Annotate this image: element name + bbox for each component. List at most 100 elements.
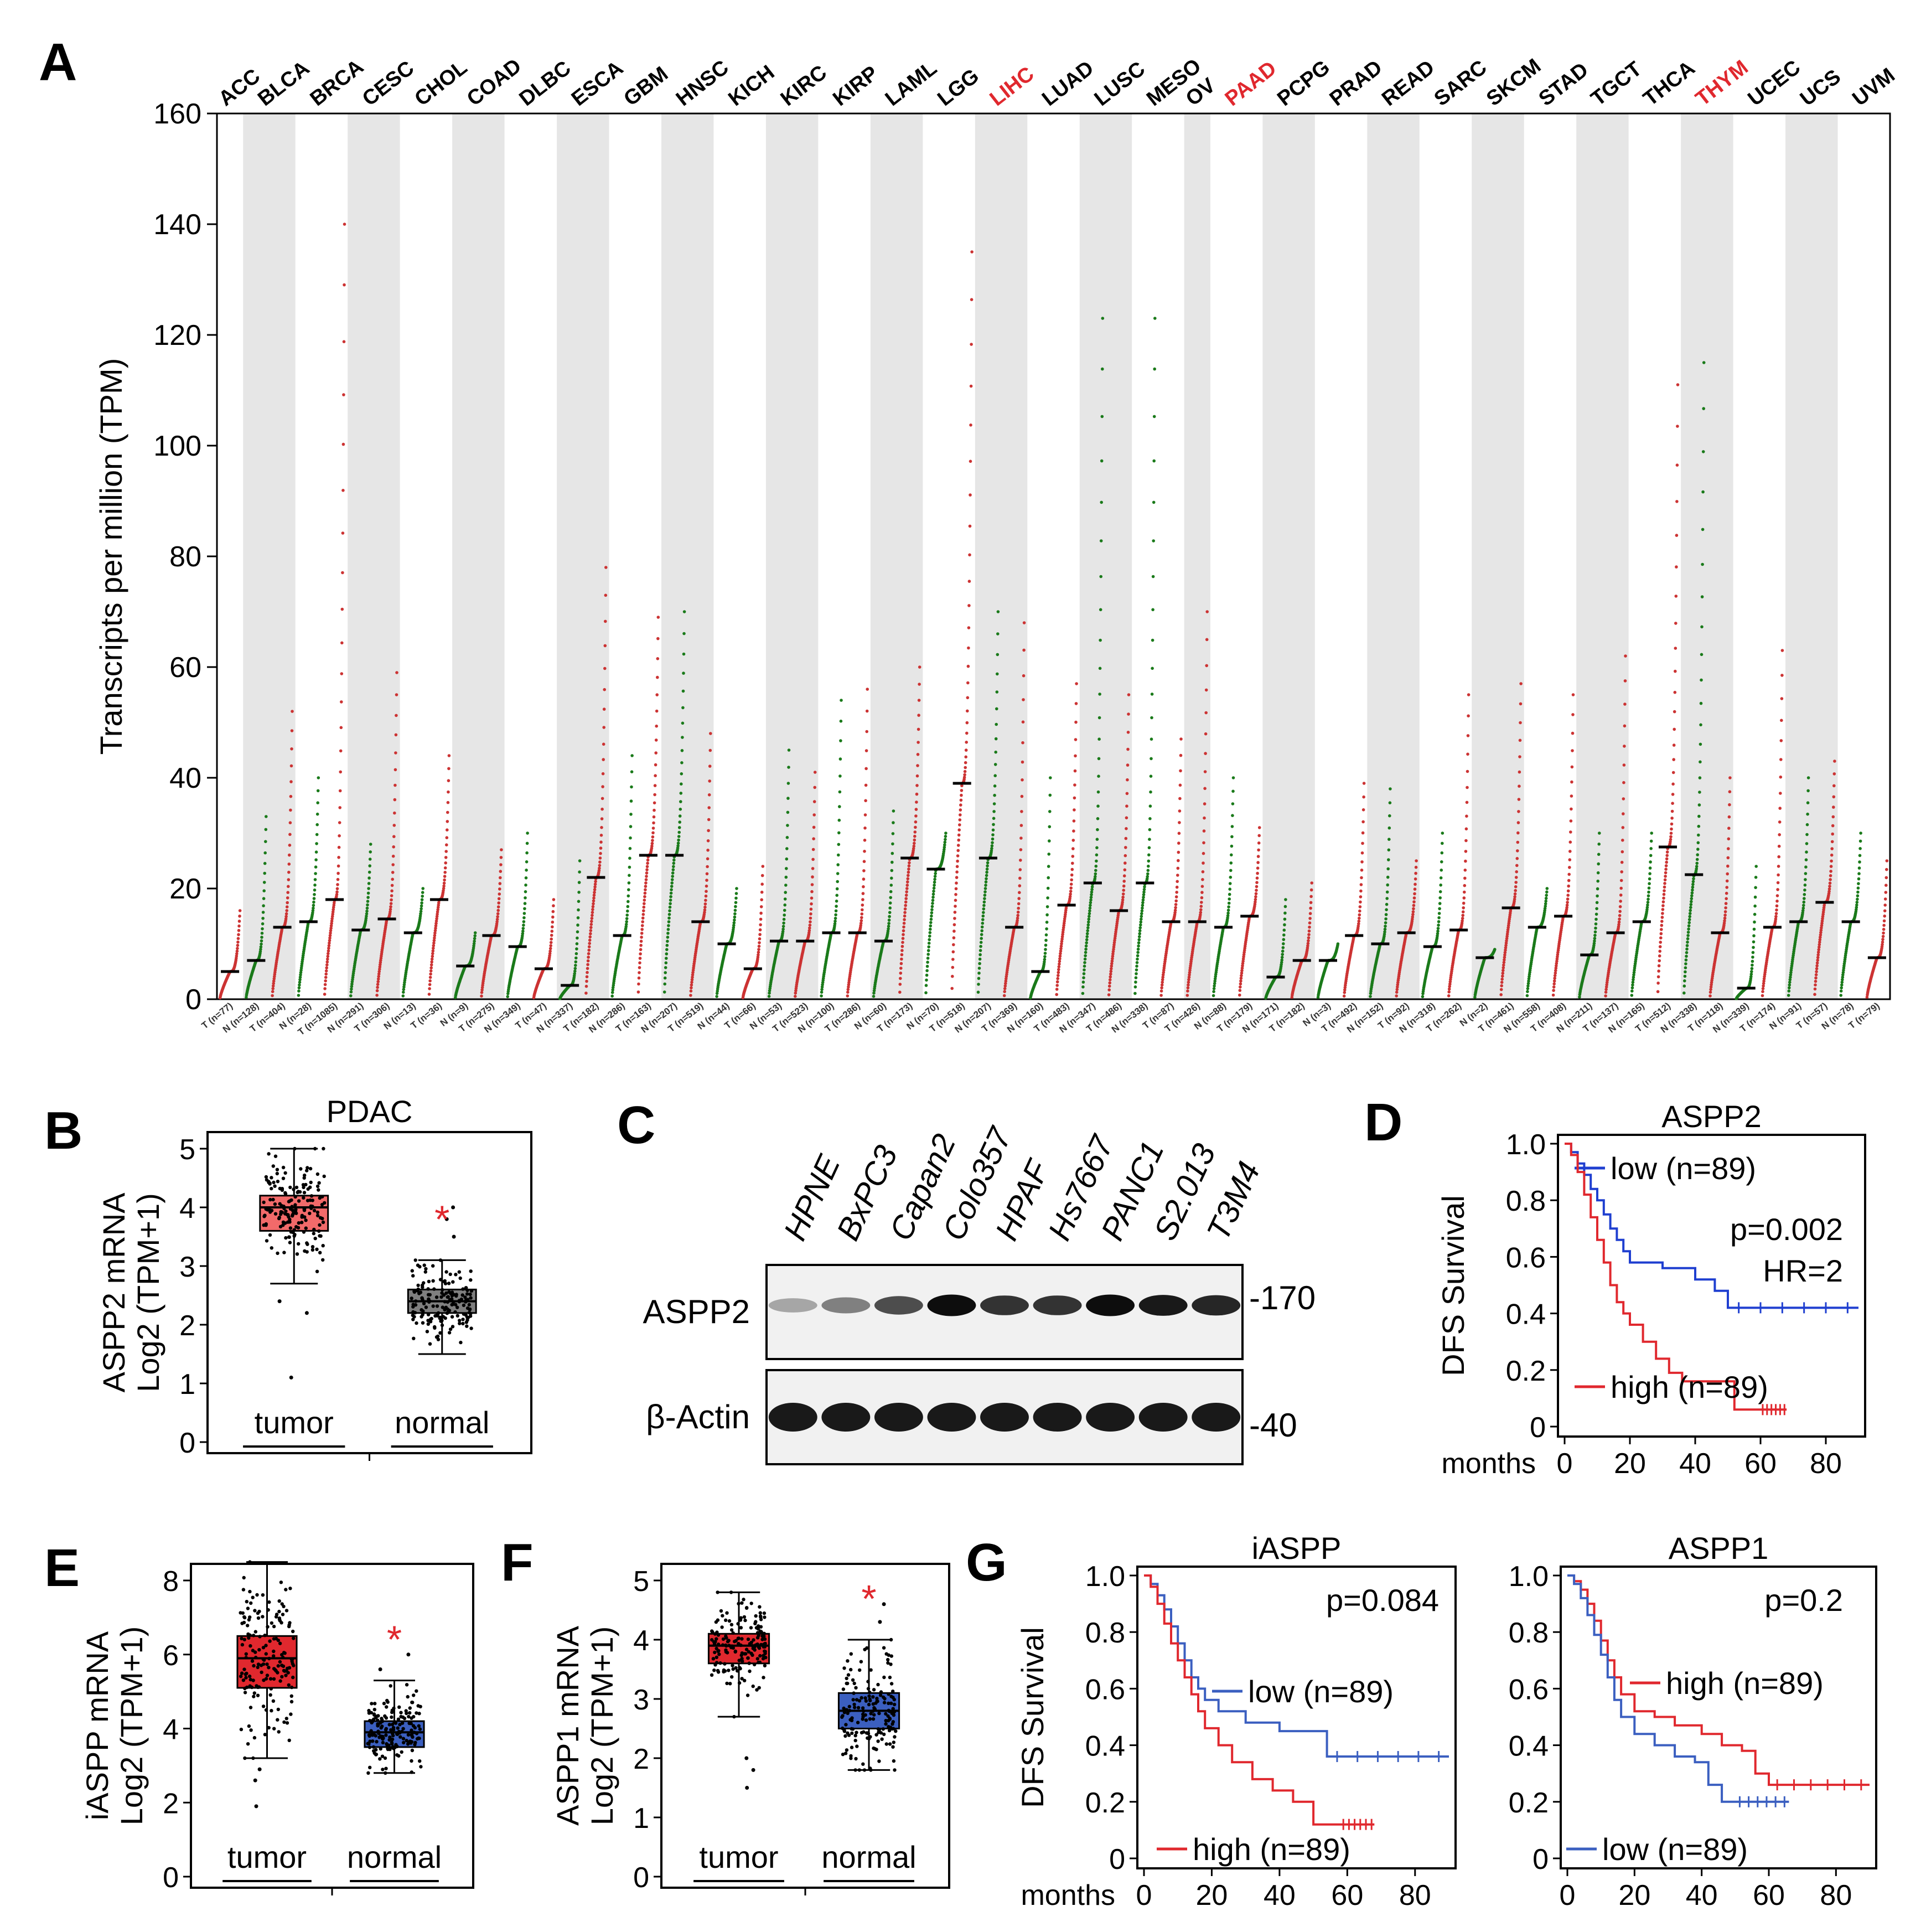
data-point: [1595, 907, 1598, 911]
data-point: [315, 842, 318, 845]
data-point: [444, 850, 448, 853]
data-point: [262, 897, 266, 900]
data-point: [350, 982, 354, 986]
data-point: [872, 995, 876, 998]
data-point: [327, 947, 330, 950]
data-point: [1386, 875, 1390, 879]
data-point: [926, 953, 930, 956]
data-point: [664, 966, 667, 969]
data-point: [377, 972, 381, 976]
data-point: [1395, 990, 1399, 994]
data-point: [1649, 854, 1653, 857]
jitter-point: [411, 1318, 415, 1321]
data-point: [548, 952, 552, 955]
jitter-point: [438, 1331, 442, 1335]
data-point: [784, 884, 788, 887]
data-point: [1176, 880, 1179, 884]
data-point: [1022, 621, 1026, 624]
data-point: [576, 916, 580, 919]
data-point: [444, 856, 448, 859]
data-point: [341, 571, 344, 575]
data-point: [732, 921, 736, 924]
data-point: [1111, 954, 1115, 958]
data-point: [428, 987, 431, 990]
data-point: [704, 894, 708, 898]
data-point: [1513, 897, 1516, 901]
data-point: [435, 917, 438, 921]
data-point: [500, 848, 503, 851]
data-point: [1565, 903, 1569, 907]
data-point: [1256, 866, 1260, 870]
data-point: [1856, 886, 1860, 890]
data-point: [757, 953, 760, 957]
data-point: [1058, 957, 1062, 960]
data-point: [860, 916, 863, 919]
data-point: [1097, 757, 1101, 761]
data-point: [807, 929, 811, 932]
data-point: [1675, 500, 1679, 503]
data-point: [420, 907, 423, 911]
data-point: [916, 753, 920, 756]
data-point: [915, 792, 919, 796]
data-point: [952, 936, 956, 939]
jitter-point: [424, 1305, 428, 1309]
data-point: [891, 832, 895, 835]
data-point: [1753, 895, 1757, 899]
data-point: [665, 943, 669, 947]
data-point: [338, 789, 342, 793]
data-point: [1386, 867, 1390, 871]
data-point: [429, 963, 433, 967]
data-point: [1777, 865, 1780, 868]
jitter-point: [322, 1174, 326, 1179]
jitter-point: [306, 1166, 309, 1170]
data-point: [757, 944, 761, 948]
data-point: [1003, 987, 1007, 990]
data-point: [839, 719, 843, 723]
jitter-point: [275, 1171, 279, 1176]
data-point: [1461, 917, 1464, 920]
data-point: [1231, 814, 1234, 817]
data-point: [904, 903, 907, 907]
data-point: [591, 913, 594, 917]
data-point: [1411, 913, 1415, 916]
data-point: [286, 896, 289, 900]
data-point: [1124, 861, 1127, 865]
data-point: [957, 833, 961, 837]
data-point: [1447, 987, 1451, 991]
data-point: [1238, 989, 1242, 992]
jitter-point: [281, 1220, 286, 1224]
data-point: [1306, 944, 1309, 948]
data-point: [575, 947, 578, 950]
data-point: [1466, 734, 1470, 737]
data-point: [446, 800, 450, 804]
data-point: [1665, 854, 1669, 857]
data-point: [317, 776, 320, 779]
jitter-point: [308, 1185, 312, 1189]
data-point: [951, 965, 955, 969]
data-point: [1343, 988, 1347, 991]
data-point: [1513, 892, 1517, 896]
data-point: [1412, 896, 1416, 900]
data-point: [1089, 903, 1092, 907]
data-point: [835, 893, 838, 897]
data-point: [651, 839, 654, 842]
data-point: [1724, 906, 1727, 910]
data-point: [1604, 988, 1608, 991]
data-point: [285, 909, 288, 912]
data-point: [887, 922, 890, 925]
data-point: [902, 925, 905, 929]
data-point: [575, 942, 579, 946]
data-point: [1096, 804, 1100, 808]
data-point: [389, 902, 393, 905]
y-tick-label: 140: [153, 209, 201, 241]
data-point: [889, 896, 892, 900]
data-point: [1885, 867, 1888, 871]
data-point: [671, 875, 674, 878]
data-point: [1750, 970, 1753, 973]
data-point: [1658, 959, 1661, 963]
data-point: [1360, 851, 1364, 855]
data-point: [1240, 967, 1244, 970]
data-point: [703, 911, 706, 914]
data-point: [929, 921, 933, 924]
data-point: [967, 604, 971, 607]
